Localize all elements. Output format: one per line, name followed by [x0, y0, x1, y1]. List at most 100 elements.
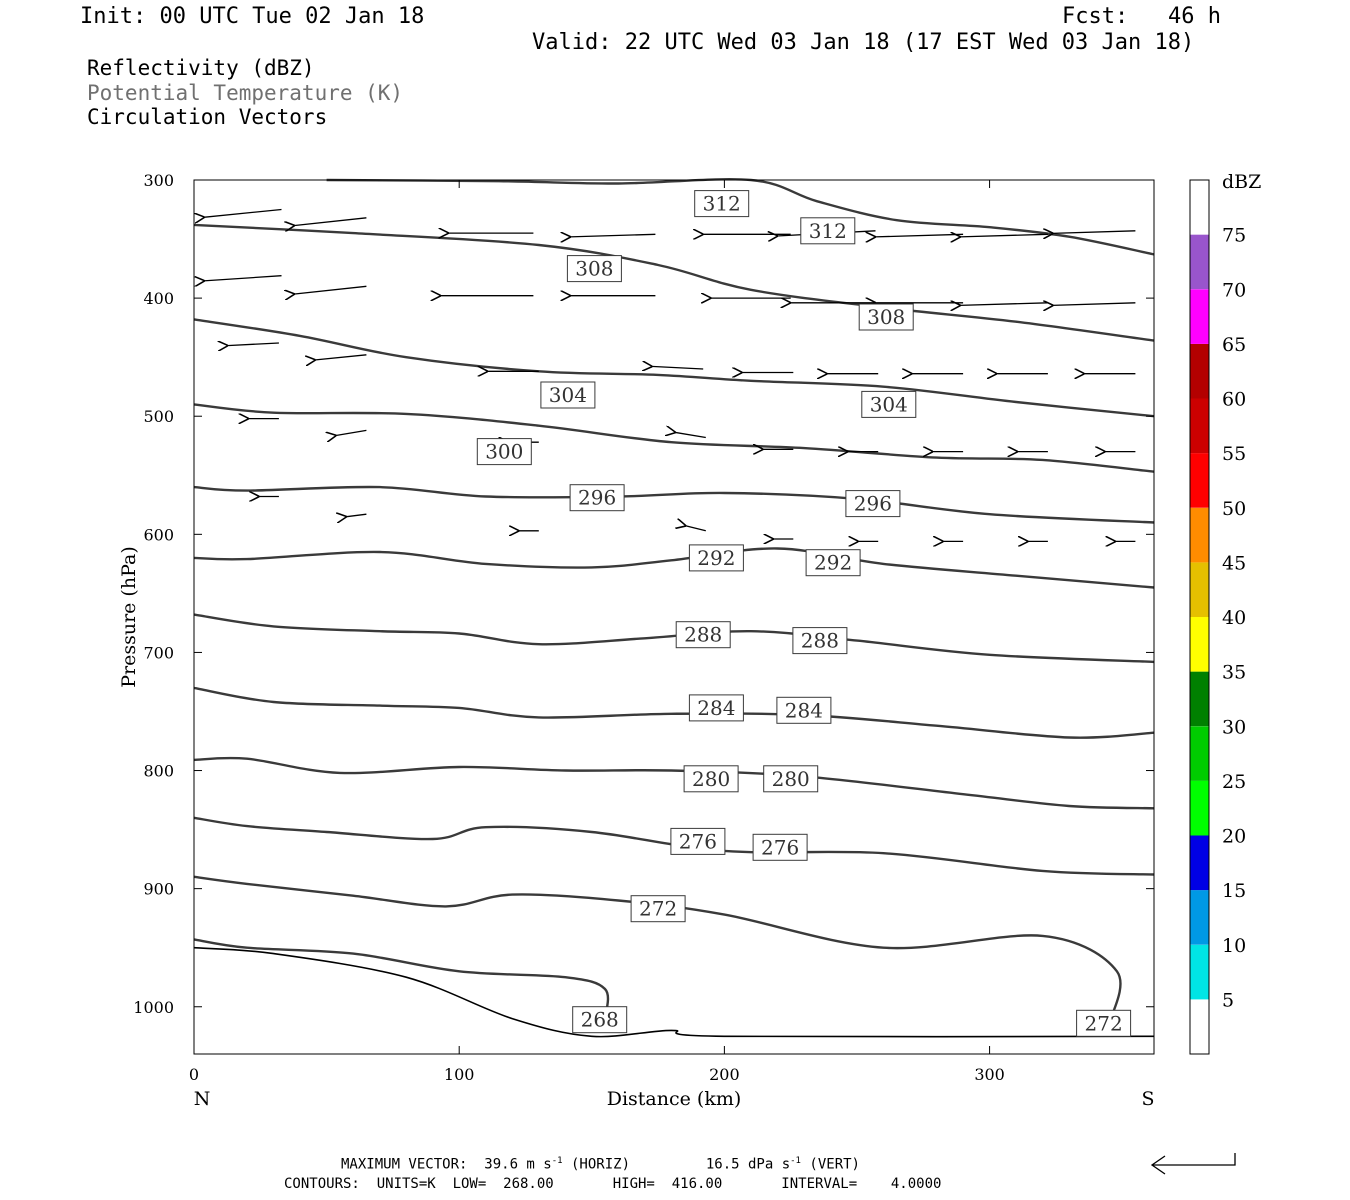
y-tick-label: 900	[143, 880, 174, 899]
colorbar-tick-label: 20	[1222, 826, 1246, 848]
contour-label-296: 296	[845, 490, 901, 518]
contour-label-text: 296	[854, 492, 892, 516]
contour-label-308: 308	[566, 255, 622, 283]
circulation-vector	[204, 275, 282, 281]
colorbar-tick-label: 30	[1222, 716, 1246, 738]
theta-contours	[193, 178, 1155, 1025]
circulation-vector	[570, 234, 656, 237]
contour-304	[193, 318, 1155, 418]
contour-296	[193, 485, 1155, 524]
contour-label-284: 284	[688, 694, 744, 722]
contour-280	[193, 756, 1155, 810]
colorbar-bin	[1190, 507, 1209, 563]
colorbar-tick-label: 60	[1222, 389, 1246, 411]
contour-label-box	[861, 390, 917, 418]
reference-vector-icon	[1150, 1153, 1236, 1175]
contour-308	[193, 223, 1155, 342]
init-time: Init: 00 UTC Tue 02 Jan 18	[80, 4, 425, 29]
circulation-vector	[675, 432, 706, 439]
circulation-vector	[685, 526, 706, 532]
reflectivity-colorbar: 5 10 15 20 25 30 35 40 45 50 55 60 65 70 75	[1189, 179, 1246, 1055]
contour-label-box	[694, 190, 750, 218]
x-tick-label: 200	[709, 1065, 740, 1084]
contour-label-308: 308	[858, 303, 914, 331]
contour-label-text: 308	[867, 305, 905, 329]
contour-label-box	[683, 765, 739, 793]
contour-label-280: 280	[683, 765, 739, 793]
circulation-vector	[294, 217, 367, 226]
contour-label-box	[670, 827, 726, 855]
y-tick-label: 800	[143, 762, 174, 781]
colorbar-tick-label: 35	[1222, 662, 1246, 684]
contour-label-312: 312	[800, 217, 856, 245]
contour-labels: 312 312 308 308 304 304 300 296 296 292 292 288 288 2…	[476, 190, 1132, 1037]
contour-label-304: 304	[540, 381, 596, 409]
colorbar-title: dBZ	[1222, 171, 1261, 193]
colorbar-bin	[1190, 562, 1209, 617]
contour-label-272: 272	[630, 895, 686, 923]
y-axis-label: Pressure (hPa)	[118, 546, 140, 688]
axes: 300 400 500 600 700 800 900 1000 0 100 200 300	[133, 171, 1154, 1084]
contour-label-box	[752, 833, 808, 861]
colorbar-bin	[1190, 234, 1209, 290]
x-end-label-south: S	[1141, 1088, 1154, 1110]
contour-288	[193, 613, 1155, 664]
contour-label-288: 288	[792, 627, 848, 655]
contour-label-text: 280	[692, 767, 730, 791]
contour-label-box	[776, 696, 832, 724]
colorbar-tick-label: 10	[1222, 935, 1246, 957]
terrain-surface	[193, 946, 1155, 1038]
circulation-vector	[314, 354, 367, 360]
contour-label-text: 304	[870, 392, 908, 416]
colorbar-bin	[1190, 835, 1209, 891]
contour-label-box	[630, 895, 686, 923]
contour-label-box	[540, 381, 596, 409]
contour-label-box	[688, 694, 744, 722]
colorbar-bin	[1190, 398, 1209, 454]
contour-label-276: 276	[752, 833, 808, 861]
contour-label-text: 304	[549, 383, 587, 407]
contour-label-box	[805, 549, 861, 577]
contour-label-text: 288	[684, 623, 722, 647]
x-tick-label: 100	[444, 1065, 475, 1084]
contour-label-280: 280	[763, 765, 819, 793]
contour-label-text: 272	[1085, 1011, 1123, 1035]
colorbar-tick-label: 70	[1222, 279, 1246, 301]
contour-label-text: 300	[485, 440, 523, 464]
colorbar-bin	[1190, 890, 1209, 945]
contour-label-box	[476, 438, 532, 466]
circulation-vector	[204, 208, 282, 218]
contour-label-text: 276	[761, 835, 799, 859]
colorbar-bin	[1190, 180, 1209, 235]
contour-label-box	[845, 490, 901, 518]
colorbar-bin	[1190, 671, 1209, 727]
contour-label-box	[858, 303, 914, 331]
contour-292	[193, 547, 1155, 589]
colorbar-tick-label: 5	[1222, 989, 1234, 1011]
y-tick-label: 1000	[133, 998, 174, 1017]
contour-label-text: 296	[578, 486, 616, 510]
contour-label-284: 284	[776, 696, 832, 724]
contour-label-312: 312	[694, 190, 750, 218]
legend-field-reflectivity: Reflectivity (dBZ)	[87, 56, 315, 80]
contour-300	[193, 403, 1155, 473]
y-tick-label: 700	[143, 643, 174, 662]
colorbar-bin	[1190, 453, 1209, 508]
colorbar-tick-label: 45	[1222, 552, 1246, 574]
valid-time: Valid: 22 UTC Wed 03 Jan 18 (17 EST Wed …	[532, 30, 1195, 55]
contour-label-box	[792, 627, 848, 655]
contours-note: CONTOURS: UNITS=K LOW= 268.00 HIGH= 416.…	[284, 1176, 942, 1192]
colorbar-tick-label: 50	[1222, 498, 1246, 520]
contour-label-text: 292	[814, 551, 852, 575]
colorbar-tick-label: 40	[1222, 607, 1246, 629]
colorbar-bin	[1190, 343, 1209, 399]
circulation-vector	[227, 343, 279, 346]
colorbar-tick-label: 25	[1222, 771, 1246, 793]
contour-label-text: 284	[785, 698, 823, 722]
contour-label-292: 292	[805, 549, 861, 577]
colorbar-bin	[1190, 289, 1209, 344]
circulation-vectors	[204, 208, 1136, 542]
contour-label-box	[566, 255, 622, 283]
circulation-vector	[1052, 303, 1136, 306]
